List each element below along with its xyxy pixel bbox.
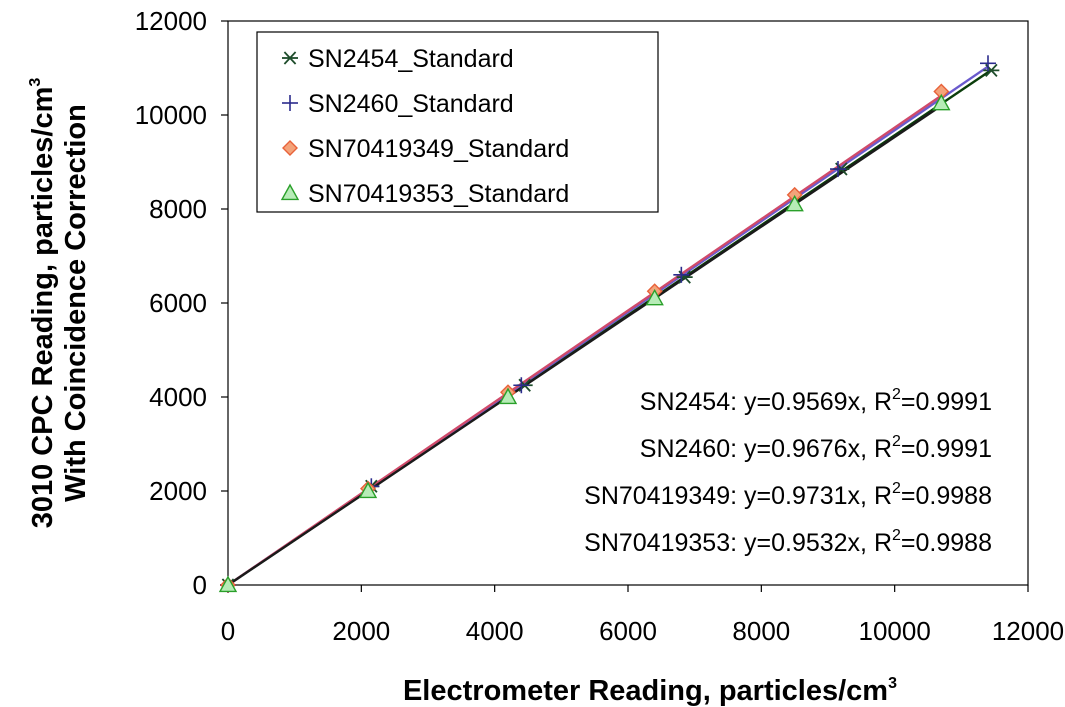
data-markers [218, 55, 1000, 593]
x-tick-label: 12000 [992, 616, 1064, 646]
y-tick-label: 6000 [149, 288, 207, 318]
x-tick-label: 8000 [732, 616, 790, 646]
x-tick-label: 4000 [466, 616, 524, 646]
x-tick-label: 6000 [599, 616, 657, 646]
x-axis-ticks: 0 2000 4000 6000 8000 10000 12000 [221, 585, 1064, 646]
point-sn70419353-standard-4 [785, 194, 804, 212]
point-sn2460-standard-2 [513, 377, 530, 394]
y-axis-title: 3010 CPC Reading, particles/cm3 With Coi… [27, 78, 92, 529]
legend-label: SN70419349_Standard [308, 135, 569, 163]
legend-marker-asterisk-icon [282, 51, 298, 65]
x-tick-label: 10000 [859, 616, 931, 646]
legend-label: SN2454_Standard [308, 45, 514, 73]
x-tick-label: 0 [221, 616, 235, 646]
point-sn2460-standard-5 [980, 55, 996, 72]
x-tick-label: 2000 [332, 616, 390, 646]
legend-marker-plus-icon [282, 95, 298, 111]
y-tick-label: 12000 [135, 6, 207, 36]
point-sn70419353-standard-5 [932, 93, 951, 111]
regression-label: SN2454: y=0.9569x, R2=0.9991 [640, 386, 992, 416]
regression-label: SN2460: y=0.9676x, R2=0.9991 [640, 433, 992, 463]
legend-label: SN70419353_Standard [308, 180, 569, 208]
legend-label: SN2460_Standard [308, 90, 514, 118]
point-sn70419353-standard-0 [218, 575, 238, 593]
svg-text:With Coincidence Correction: With Coincidence Correction [60, 104, 92, 502]
regression-label: SN70419349: y=0.9731x, R2=0.9988 [584, 480, 992, 510]
fit-line-sn70419353-standard [227, 104, 943, 586]
y-axis-ticks: 0 2000 4000 6000 8000 10000 12000 [135, 6, 228, 600]
y-tick-label: 2000 [149, 476, 207, 506]
point-sn2460-standard-3 [673, 266, 690, 283]
regression-annotations: SN2454: y=0.9569x, R2=0.9991 SN2460: y=0.… [584, 386, 992, 557]
regression-label: SN70419353: y=0.9532x, R2=0.9988 [584, 527, 992, 557]
x-axis-title: Electrometer Reading, particles/cm3 [403, 675, 897, 707]
y-tick-label: 0 [193, 570, 207, 600]
fit-lines [227, 65, 993, 586]
legend-marker-triangle-icon [280, 183, 300, 201]
legend-box [256, 31, 659, 213]
point-sn2460-standard-4 [830, 161, 846, 178]
fit-line-sn70419349-standard [227, 94, 943, 586]
svg-text:3010 CPC Reading, particles/cm: 3010 CPC Reading, particles/cm3 [27, 78, 59, 529]
point-sn70419353-standard-2 [498, 387, 518, 405]
legend: SN2454_Standard SN2460_Standard SN70419349… [256, 31, 659, 213]
y-tick-label: 10000 [135, 100, 207, 130]
legend-marker-diamond-icon [282, 140, 298, 156]
point-sn70419353-standard-3 [645, 288, 664, 306]
y-tick-label: 8000 [149, 194, 207, 224]
y-tick-label: 4000 [149, 382, 207, 412]
point-sn70419353-standard-1 [358, 481, 378, 499]
